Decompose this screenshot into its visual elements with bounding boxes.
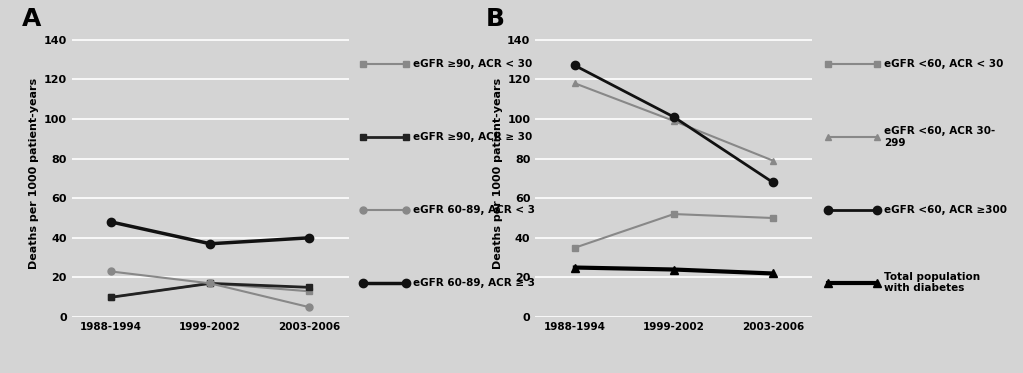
Text: eGFR <60, ACR < 30: eGFR <60, ACR < 30 [884, 59, 1004, 69]
Text: eGFR <60, ACR 30-
299: eGFR <60, ACR 30- 299 [884, 126, 995, 148]
Text: eGFR <60, ACR ≥300: eGFR <60, ACR ≥300 [884, 205, 1008, 215]
Text: eGFR 60-89, ACR ≥ 30: eGFR 60-89, ACR ≥ 30 [412, 278, 542, 288]
Text: A: A [21, 7, 41, 31]
Text: B: B [485, 7, 504, 31]
Y-axis label: Deaths per 1000 patient-years: Deaths per 1000 patient-years [493, 78, 503, 269]
Y-axis label: Deaths per 1000 patient-years: Deaths per 1000 patient-years [30, 78, 39, 269]
Text: Total population
with diabetes: Total population with diabetes [884, 272, 980, 294]
Text: eGFR 60-89, ACR < 30: eGFR 60-89, ACR < 30 [412, 205, 542, 215]
Text: eGFR ≥90, ACR < 30: eGFR ≥90, ACR < 30 [412, 59, 532, 69]
Text: eGFR ≥90, ACR ≥ 30: eGFR ≥90, ACR ≥ 30 [412, 132, 532, 142]
